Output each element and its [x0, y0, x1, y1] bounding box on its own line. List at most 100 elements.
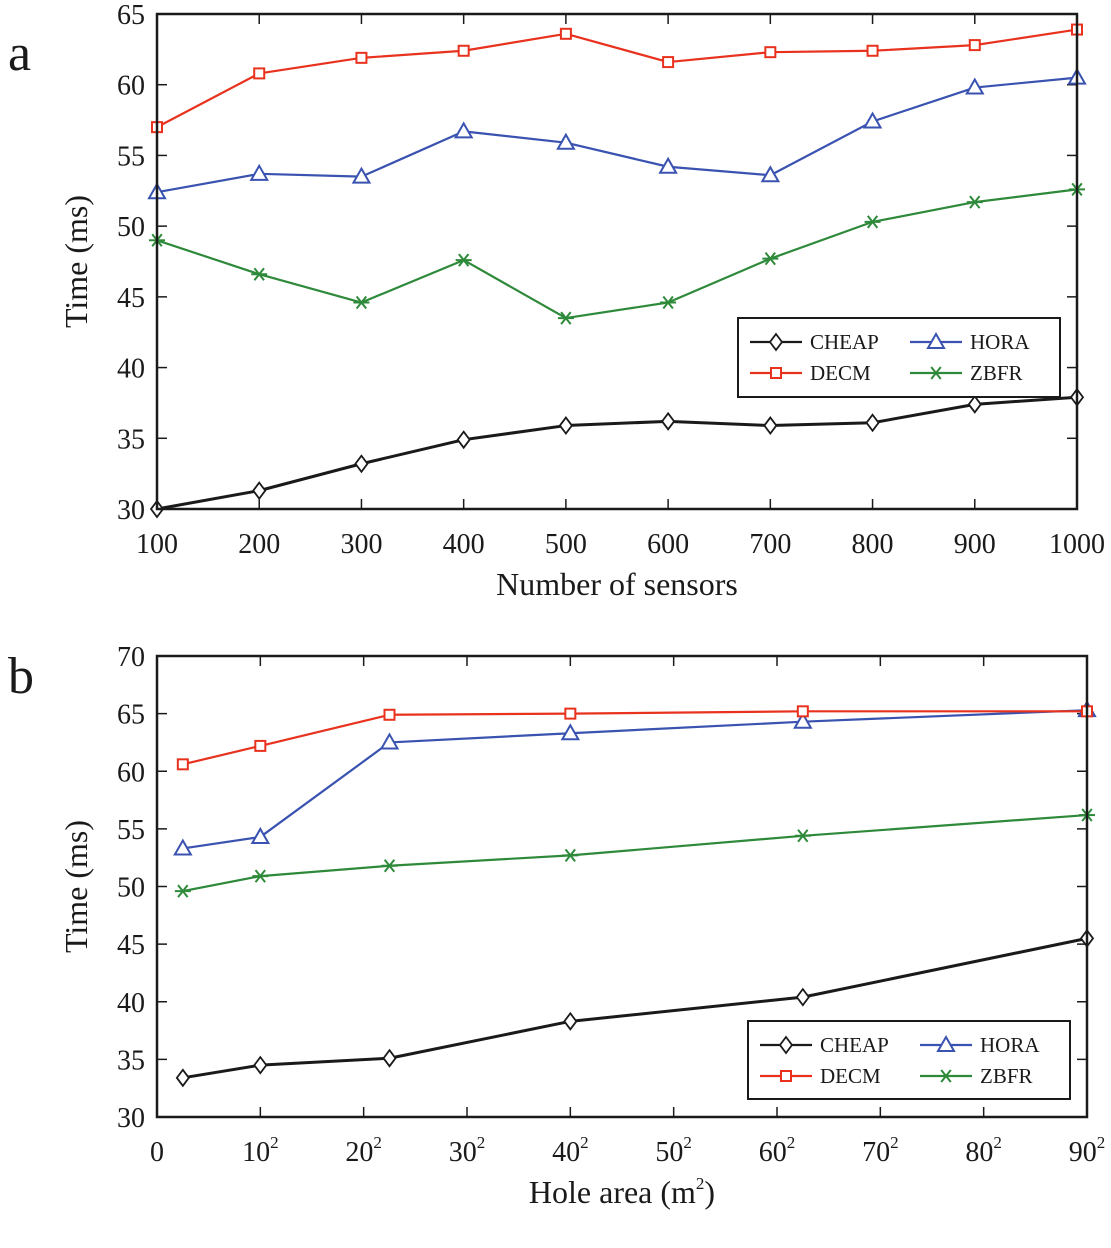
y-tick-label: 45 — [117, 930, 145, 961]
data-point-zbfr — [381, 859, 398, 873]
y-tick-label: 65 — [117, 700, 145, 731]
data-point-decm — [383, 708, 396, 721]
x-tick-label: 100 — [136, 529, 178, 560]
legend-label-zbfr: ZBFR — [970, 361, 1023, 385]
series-line-decm — [182, 710, 1087, 766]
y-tick-label: 35 — [117, 424, 145, 455]
data-point-decm — [764, 46, 777, 59]
legend-marker-zbfr — [928, 366, 944, 380]
series-line-hora — [182, 709, 1088, 850]
data-point-zbfr — [660, 295, 677, 310]
x-tick-label: 600 — [647, 529, 689, 560]
data-point-decm — [253, 67, 266, 80]
y-tick-label: 60 — [117, 71, 145, 102]
y-tick-label: 55 — [117, 815, 145, 846]
y-tick-label: 45 — [117, 283, 145, 314]
legend-marker-cheap — [778, 1035, 794, 1055]
data-point-cheap — [967, 394, 982, 414]
data-point-zbfr — [557, 311, 574, 325]
y-axis-label: Time (ms) — [58, 195, 94, 328]
data-point-decm — [662, 56, 675, 69]
data-point-cheap — [382, 1048, 397, 1068]
data-point-cheap — [175, 1068, 190, 1088]
legend-label-cheap: CHEAP — [810, 330, 879, 354]
data-point-zbfr — [252, 869, 269, 883]
data-point-zbfr — [966, 195, 983, 209]
data-point-decm — [176, 758, 189, 771]
x-tick-label: 300 — [340, 529, 382, 560]
y-axis-label: Time (ms) — [58, 820, 94, 953]
data-point-decm — [866, 44, 879, 57]
plot-frame — [155, 654, 1089, 1119]
y-tick-label: 65 — [117, 0, 145, 31]
data-point-zbfr — [455, 253, 472, 267]
y-tick-label: 35 — [117, 1045, 145, 1076]
data-point-hora — [862, 111, 883, 129]
panel-letter-a: a — [8, 25, 31, 82]
data-point-hora — [560, 723, 581, 741]
x-tick-label: 902 — [1069, 1133, 1106, 1168]
series-line-cheap — [156, 395, 1078, 511]
data-point-zbfr — [864, 215, 881, 229]
y-tick-label: 50 — [117, 873, 145, 904]
data-point-decm — [254, 739, 267, 752]
y-tick-label: 30 — [117, 495, 145, 526]
data-point-hora — [793, 711, 813, 729]
x-axis-label: Number of sensors — [496, 566, 738, 602]
x-tick-label: 302 — [449, 1133, 486, 1168]
y-tick-label: 70 — [117, 642, 145, 673]
legend-marker-hora — [926, 331, 946, 349]
x-tick-label: 802 — [965, 1133, 1002, 1168]
legend-marker-decm — [770, 367, 782, 379]
legend-marker-decm — [780, 1070, 792, 1082]
x-tick-label: 400 — [443, 529, 485, 560]
data-point-decm — [559, 27, 572, 40]
data-point-hora — [658, 156, 678, 174]
data-point-decm — [968, 39, 981, 52]
y-tick-label: 40 — [117, 988, 145, 1019]
plot-frame — [155, 12, 1079, 511]
data-point-cheap — [865, 413, 880, 433]
chart-panel-a: 30 35 40 45 50 55 60 65 100 200 300 400 500 600 700 800… — [58, 0, 1105, 602]
x-tick-label: 602 — [759, 1133, 796, 1168]
data-point-cheap — [354, 454, 369, 474]
series-line-decm — [156, 28, 1078, 129]
y-tick-label: 60 — [117, 757, 145, 788]
legend-marker-cheap — [768, 332, 784, 352]
data-point-decm — [564, 707, 577, 720]
legend-label-decm: DECM — [810, 361, 871, 385]
data-point-cheap — [660, 411, 676, 431]
legend-box — [747, 1020, 1071, 1100]
data-point-decm — [796, 705, 809, 718]
legend-marker-zbfr — [938, 1069, 954, 1083]
legend-marker-hora — [936, 1034, 956, 1052]
data-point-hora — [351, 166, 372, 184]
data-point-hora — [250, 826, 271, 844]
legend-box — [737, 317, 1061, 398]
x-tick-label: 0 — [150, 1137, 164, 1168]
legend-label-zbfr: ZBFR — [980, 1064, 1033, 1088]
legend: CHEAP HORA DECM ZBFR — [737, 317, 1061, 398]
data-point-zbfr — [762, 252, 779, 266]
data-point-hora — [249, 163, 269, 181]
data-point-zbfr — [562, 848, 579, 863]
data-point-cheap — [456, 430, 471, 450]
legend: CHEAP HORA DECM ZBFR — [747, 1020, 1071, 1100]
data-point-cheap — [795, 987, 810, 1007]
series-line-cheap — [182, 936, 1088, 1080]
legend-label-cheap: CHEAP — [820, 1033, 889, 1057]
data-point-zbfr — [174, 884, 191, 898]
x-tick-label: 200 — [238, 529, 280, 560]
legend-label-decm: DECM — [820, 1064, 881, 1088]
series-line-zbfr — [182, 813, 1088, 893]
data-point-hora — [556, 132, 576, 150]
x-tick-label: 402 — [552, 1133, 589, 1168]
data-point-cheap — [252, 481, 267, 501]
data-point-hora — [379, 732, 400, 750]
y-tick-label: 40 — [117, 354, 145, 385]
y-tick-label: 55 — [117, 141, 145, 172]
data-point-decm — [457, 44, 470, 57]
series-line-zbfr — [156, 188, 1078, 320]
x-tick-label: 800 — [852, 529, 894, 560]
